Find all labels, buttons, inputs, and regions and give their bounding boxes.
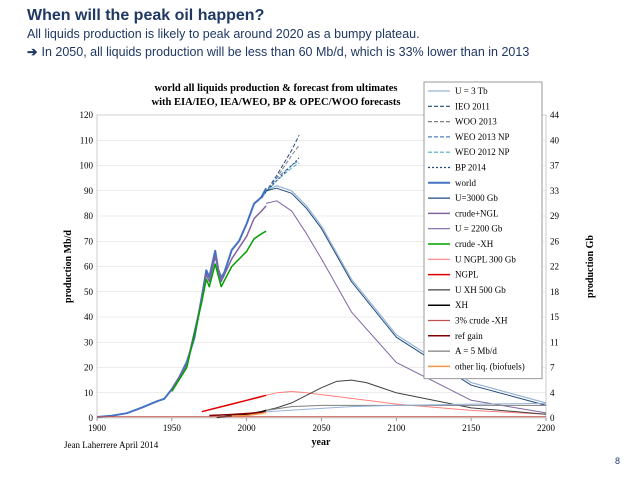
x-tick-label: 2150 bbox=[462, 423, 481, 433]
legend-label: U = 2200 Gb bbox=[455, 224, 503, 234]
legend-label: A = 5 Mb/d bbox=[455, 346, 497, 356]
y2-tick-label: 18 bbox=[550, 287, 560, 297]
y2-axis-label: production Gb bbox=[585, 235, 596, 298]
legend-label: 3% crude -XH bbox=[455, 316, 508, 326]
y-tick-label: 0 bbox=[89, 413, 94, 423]
y2-tick-label: 44 bbox=[550, 110, 560, 120]
y2-tick-label: 0 bbox=[550, 413, 555, 423]
slide-subtitle: All liquids production is likely to peak… bbox=[27, 27, 420, 41]
y-tick-label: 70 bbox=[84, 236, 94, 246]
y2-tick-label: 26 bbox=[550, 236, 560, 246]
legend-label: BP 2014 bbox=[455, 163, 486, 173]
legend-label: crude -XH bbox=[455, 239, 494, 249]
x-tick-label: 1900 bbox=[88, 423, 107, 433]
y-tick-label: 10 bbox=[84, 388, 94, 398]
slide-bullet-text: In 2050, all liquids production will be … bbox=[41, 45, 530, 59]
y2-tick-label: 33 bbox=[550, 186, 560, 196]
legend-label: WEO 2013 NP bbox=[455, 132, 510, 142]
legend-label: IEO 2011 bbox=[455, 101, 490, 111]
series-line bbox=[201, 394, 267, 413]
y-tick-label: 20 bbox=[84, 363, 94, 373]
series-line bbox=[264, 157, 300, 194]
legend-label: U NGPL 300 Gb bbox=[455, 254, 516, 264]
y-tick-label: 100 bbox=[80, 161, 94, 171]
y2-tick-label: 37 bbox=[550, 161, 560, 171]
legend-label: WOO 2013 bbox=[455, 117, 497, 127]
legend-label: WEO 2012 NP bbox=[455, 147, 510, 157]
y-tick-label: 110 bbox=[80, 135, 94, 145]
slide-title: When will the peak oil happen? bbox=[27, 7, 265, 24]
legend-box bbox=[423, 81, 543, 380]
x-tick-label: 1950 bbox=[163, 423, 182, 433]
y-tick-label: 40 bbox=[84, 312, 94, 322]
series-line bbox=[262, 162, 300, 197]
chart-title-line1: world all liquids production & forecast … bbox=[155, 83, 398, 94]
series-line bbox=[231, 411, 267, 417]
y-axis-label: production Mb/d bbox=[63, 230, 74, 303]
legend-label: U = 3 Tb bbox=[455, 86, 488, 96]
y2-tick-label: 29 bbox=[550, 211, 560, 221]
y-tick-label: 30 bbox=[84, 337, 94, 347]
arrow-icon: ➔ bbox=[27, 45, 38, 59]
slide-bullet: ➔ In 2050, all liquids production will be… bbox=[27, 44, 529, 59]
legend-label: other liq. (biofuels) bbox=[455, 361, 525, 371]
y2-tick-label: 40 bbox=[550, 135, 560, 145]
x-tick-label: 2200 bbox=[537, 423, 556, 433]
legend-label: U XH 500 Gb bbox=[455, 285, 506, 295]
x-tick-label: 2100 bbox=[387, 423, 406, 433]
series-line bbox=[96, 187, 267, 418]
legend-label: XH bbox=[455, 300, 468, 310]
x-tick-label: 2050 bbox=[313, 423, 332, 433]
series-line bbox=[266, 402, 547, 413]
y-tick-label: 50 bbox=[84, 287, 94, 297]
y2-tick-label: 22 bbox=[550, 262, 559, 272]
y2-tick-label: 4 bbox=[550, 388, 555, 398]
series-line bbox=[171, 230, 267, 392]
legend-label: crude+NGL bbox=[455, 208, 499, 218]
x-axis-label: year bbox=[312, 437, 331, 448]
series-line bbox=[265, 379, 547, 415]
legend-label: ref gain bbox=[455, 331, 483, 341]
chart-title-line2: with EIA/IEO, IEA/WEO, BP & OPEC/WOO for… bbox=[152, 97, 401, 108]
y-tick-label: 120 bbox=[80, 110, 94, 120]
y2-tick-label: 15 bbox=[550, 312, 560, 322]
chart-credit: Jean Laherrere April 2014 bbox=[64, 440, 159, 450]
y2-tick-label: 7 bbox=[550, 363, 555, 373]
legend-label: NGPL bbox=[455, 270, 479, 280]
legend-label: world bbox=[455, 178, 476, 188]
series-line bbox=[264, 159, 300, 194]
series-line bbox=[266, 404, 546, 411]
page-number: 8 bbox=[614, 456, 620, 466]
y-tick-label: 60 bbox=[84, 262, 94, 272]
series-line bbox=[265, 200, 547, 414]
y-tick-label: 80 bbox=[84, 211, 94, 221]
x-tick-label: 2000 bbox=[238, 423, 257, 433]
legend-label: U=3000 Gb bbox=[455, 193, 498, 203]
series-line bbox=[209, 411, 267, 417]
y2-tick-label: 11 bbox=[550, 337, 559, 347]
y-tick-label: 90 bbox=[84, 186, 94, 196]
